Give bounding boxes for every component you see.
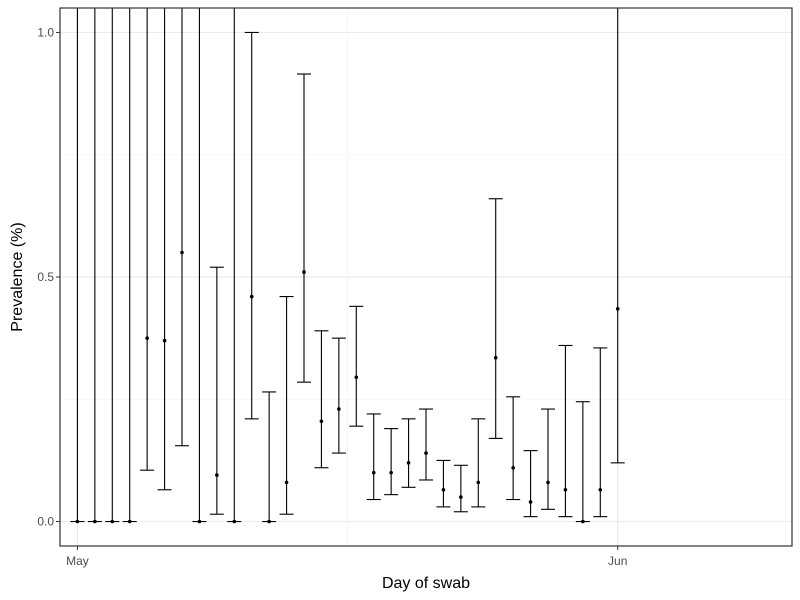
error-bar bbox=[419, 408, 433, 481]
data-point bbox=[546, 480, 550, 485]
data-point bbox=[476, 480, 481, 485]
error-bar bbox=[436, 459, 451, 508]
data-point bbox=[598, 487, 603, 492]
data-point bbox=[162, 338, 167, 343]
data-point bbox=[249, 294, 254, 299]
error-bar bbox=[471, 418, 486, 508]
error-bar bbox=[506, 396, 521, 501]
data-point bbox=[319, 419, 324, 424]
data-point bbox=[267, 519, 271, 524]
error-bar bbox=[331, 337, 346, 454]
error-bar bbox=[244, 31, 259, 420]
data-point bbox=[337, 407, 341, 411]
data-point bbox=[581, 519, 585, 524]
error-bar bbox=[297, 73, 311, 383]
data-point bbox=[354, 375, 359, 380]
data-point bbox=[493, 355, 498, 360]
x-tick-label: May bbox=[66, 554, 89, 568]
error-bar bbox=[610, 8, 625, 464]
error-bar bbox=[279, 296, 294, 515]
data-points bbox=[75, 250, 620, 524]
data-point bbox=[406, 461, 411, 465]
y-tick-label: 0.5 bbox=[37, 270, 54, 284]
y-axis-title: Prevalence (%) bbox=[9, 222, 26, 331]
error-bar bbox=[175, 8, 189, 447]
x-axis-title: Day of swab bbox=[382, 575, 470, 592]
data-point bbox=[93, 519, 97, 524]
data-point bbox=[145, 336, 149, 340]
error-bar bbox=[349, 305, 364, 427]
x-tick-label: Jun bbox=[608, 554, 627, 568]
data-point bbox=[75, 519, 80, 524]
data-point bbox=[284, 480, 289, 485]
error-bar bbox=[366, 413, 381, 501]
axes: 0.0 0.5 1.0 May Jun bbox=[37, 25, 627, 568]
error-bar bbox=[541, 408, 555, 510]
data-point bbox=[215, 473, 219, 477]
error-bar bbox=[488, 198, 503, 439]
data-point bbox=[197, 519, 202, 524]
data-point bbox=[459, 495, 463, 499]
error-bar bbox=[401, 418, 416, 488]
data-point bbox=[441, 487, 446, 492]
data-point bbox=[563, 487, 568, 492]
data-point bbox=[511, 465, 515, 470]
data-point bbox=[110, 519, 115, 524]
data-point bbox=[528, 500, 533, 504]
error-bar bbox=[140, 8, 155, 471]
error-bar bbox=[209, 266, 224, 515]
error-bar bbox=[157, 8, 172, 491]
data-point bbox=[371, 470, 376, 475]
error-bar bbox=[384, 428, 399, 496]
data-point bbox=[180, 250, 184, 255]
data-point bbox=[127, 519, 132, 524]
error-bars bbox=[70, 8, 625, 523]
error-bar bbox=[314, 330, 329, 469]
data-point bbox=[389, 470, 393, 475]
y-tick-label: 1.0 bbox=[37, 25, 54, 39]
data-point bbox=[302, 270, 306, 274]
data-point bbox=[232, 519, 237, 524]
error-bar bbox=[453, 464, 468, 513]
data-point bbox=[424, 451, 428, 455]
data-point bbox=[615, 306, 620, 311]
error-bar bbox=[523, 450, 538, 518]
y-tick-label: 0.0 bbox=[37, 515, 54, 529]
